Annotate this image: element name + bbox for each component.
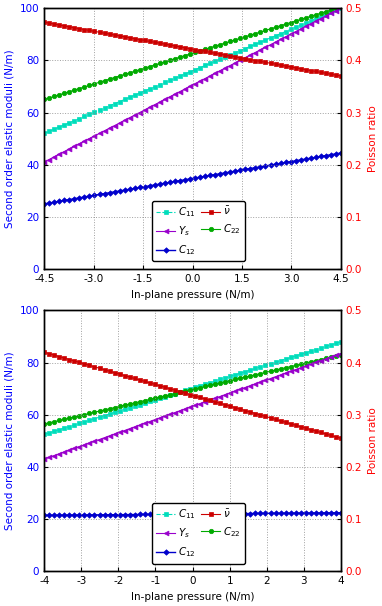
$\bar{\nu}$: [42, 348, 47, 356]
$C_{11}$: [128, 404, 132, 411]
Legend: $C_{11}$, $Y_s$, $C_{12}$, $\bar{\nu}$, $C_{22}$: $C_{11}$, $Y_s$, $C_{12}$, $\bar{\nu}$, …: [152, 201, 245, 261]
Line: $C_{12}$: $C_{12}$: [42, 151, 343, 206]
$C_{11}$: [42, 431, 47, 438]
$Y_s$: [142, 106, 147, 113]
$\bar{\nu}$: [128, 373, 132, 381]
$Y_s$: [338, 350, 343, 357]
$C_{12}$: [92, 191, 97, 199]
$\bar{\nu}$: [228, 402, 233, 410]
$C_{12}$: [92, 511, 97, 519]
Y-axis label: Second order elastic moduli (N/m): Second order elastic moduli (N/m): [4, 351, 14, 530]
$C_{12}$: [228, 510, 233, 518]
$C_{12}$: [142, 511, 147, 518]
Y-axis label: Poisson ratio: Poisson ratio: [368, 408, 378, 474]
$\bar{\nu}$: [42, 19, 47, 26]
$C_{11}$: [117, 407, 122, 415]
$C_{12}$: [117, 511, 122, 518]
Line: $C_{11}$: $C_{11}$: [42, 339, 343, 437]
$C_{11}$: [92, 108, 97, 116]
$C_{12}$: [142, 183, 147, 190]
$Y_s$: [128, 114, 132, 121]
$C_{11}$: [142, 87, 147, 95]
$Y_s$: [117, 428, 122, 436]
$C_{11}$: [228, 373, 233, 380]
$\bar{\nu}$: [142, 378, 147, 385]
$\bar{\nu}$: [142, 37, 147, 44]
$C_{22}$: [117, 403, 122, 410]
$C_{22}$: [142, 64, 147, 72]
Line: $\bar{\nu}$: $\bar{\nu}$: [42, 350, 343, 441]
$Y_s$: [138, 422, 142, 429]
$C_{12}$: [138, 511, 142, 518]
Line: $C_{22}$: $C_{22}$: [42, 353, 343, 426]
$Y_s$: [228, 62, 233, 69]
$\bar{\nu}$: [117, 370, 122, 378]
$\bar{\nu}$: [338, 72, 343, 79]
Line: $C_{11}$: $C_{11}$: [42, 6, 343, 136]
$\bar{\nu}$: [228, 52, 233, 59]
$\bar{\nu}$: [138, 376, 142, 384]
$C_{22}$: [117, 72, 122, 79]
$C_{22}$: [42, 421, 47, 428]
$Y_s$: [142, 420, 147, 427]
$C_{22}$: [338, 351, 343, 359]
Legend: $C_{11}$, $Y_s$, $C_{12}$, $\bar{\nu}$, $C_{22}$: $C_{11}$, $Y_s$, $C_{12}$, $\bar{\nu}$, …: [152, 504, 245, 564]
$\bar{\nu}$: [128, 34, 132, 41]
$C_{12}$: [117, 187, 122, 195]
Y-axis label: Second order elastic moduli (N/m): Second order elastic moduli (N/m): [4, 49, 14, 228]
Line: $C_{12}$: $C_{12}$: [42, 511, 343, 518]
$\bar{\nu}$: [92, 363, 97, 370]
$\bar{\nu}$: [92, 28, 97, 35]
$C_{22}$: [338, 3, 343, 10]
$C_{22}$: [92, 80, 97, 87]
$C_{22}$: [228, 38, 233, 45]
$Y_s$: [92, 438, 97, 445]
Line: $C_{22}$: $C_{22}$: [42, 5, 343, 102]
$C_{11}$: [117, 98, 122, 105]
$\bar{\nu}$: [338, 435, 343, 442]
Line: $Y_s$: $Y_s$: [42, 351, 343, 462]
X-axis label: In-plane pressure (N/m): In-plane pressure (N/m): [131, 592, 254, 602]
$C_{22}$: [92, 408, 97, 416]
$C_{22}$: [42, 96, 47, 103]
$C_{11}$: [128, 94, 132, 101]
$C_{22}$: [128, 401, 132, 408]
$\bar{\nu}$: [138, 36, 142, 43]
$C_{22}$: [128, 69, 132, 76]
$C_{11}$: [92, 415, 97, 422]
Line: $Y_s$: $Y_s$: [42, 5, 343, 165]
$\bar{\nu}$: [117, 32, 122, 39]
$C_{12}$: [128, 511, 132, 518]
$C_{22}$: [142, 397, 147, 404]
X-axis label: In-plane pressure (N/m): In-plane pressure (N/m): [131, 290, 254, 299]
$C_{12}$: [42, 511, 47, 519]
$C_{11}$: [228, 52, 233, 59]
$C_{11}$: [338, 338, 343, 345]
Y-axis label: Poisson ratio: Poisson ratio: [368, 105, 378, 172]
$C_{11}$: [138, 401, 142, 408]
$C_{11}$: [142, 399, 147, 407]
$C_{12}$: [338, 149, 343, 156]
$Y_s$: [42, 159, 47, 166]
$Y_s$: [128, 425, 132, 433]
$C_{11}$: [138, 90, 142, 97]
$C_{22}$: [138, 66, 142, 73]
$C_{12}$: [338, 509, 343, 516]
$Y_s$: [338, 4, 343, 12]
Line: $\bar{\nu}$: $\bar{\nu}$: [42, 20, 343, 78]
$C_{12}$: [138, 184, 142, 191]
$C_{12}$: [228, 168, 233, 176]
$Y_s$: [138, 109, 142, 116]
$C_{11}$: [42, 130, 47, 137]
$Y_s$: [42, 456, 47, 463]
$C_{22}$: [138, 398, 142, 405]
$C_{12}$: [128, 185, 132, 193]
$C_{12}$: [42, 200, 47, 207]
$C_{22}$: [228, 377, 233, 384]
$C_{11}$: [338, 4, 343, 12]
$Y_s$: [92, 132, 97, 139]
$Y_s$: [228, 389, 233, 396]
$Y_s$: [117, 119, 122, 127]
